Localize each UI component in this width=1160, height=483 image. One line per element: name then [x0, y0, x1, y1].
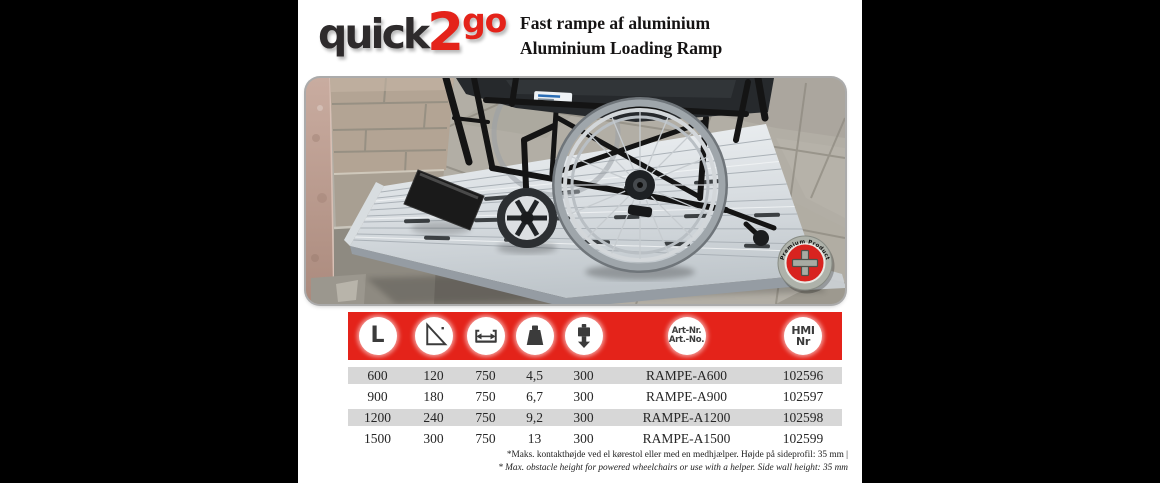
- max-load-icon: [564, 317, 603, 355]
- footnote-english: * Max. obstacle height for powered wheel…: [498, 462, 848, 473]
- spec-table-header: L: [348, 312, 842, 360]
- brand-logo: quick2go: [318, 1, 507, 63]
- table-row: 900 180 750 6,7 300 RAMPE-A900 102597: [348, 388, 842, 405]
- table-cell: 750: [475, 431, 496, 446]
- spec-table: L: [348, 312, 842, 451]
- table-cell: 750: [475, 368, 496, 383]
- table-cell: 13: [527, 431, 542, 446]
- logo-go: go: [462, 1, 507, 40]
- table-cell: 6,7: [526, 389, 543, 404]
- title-danish: Fast rampe af aluminium: [520, 13, 711, 33]
- footnotes: *Maks. kontakthøjde ved el kørestol elle…: [498, 449, 848, 474]
- length-icon: L: [358, 317, 397, 355]
- column-max-load: [558, 317, 609, 355]
- product-photo: Premium Product: [306, 78, 845, 304]
- table-cell: 750: [475, 410, 496, 425]
- table-cell: 600: [367, 368, 388, 383]
- footrest: [403, 169, 485, 231]
- column-art-no: Art-Nr. Art.-No.: [609, 317, 764, 355]
- column-length: L: [348, 317, 407, 355]
- rear-wheel: [552, 97, 728, 273]
- table-cell: 102599: [782, 431, 824, 446]
- spec-table-body: 600 120 750 4,5 300 RAMPE-A600 102596 900 180 750…: [348, 367, 842, 447]
- table-cell: 300: [423, 431, 444, 446]
- logo-quick: quick: [318, 10, 430, 58]
- table-cell: 102596: [782, 368, 824, 383]
- caster-wheel: [497, 188, 557, 248]
- datasheet-page: quick2go Fast rampe af aluminium Alumini…: [298, 0, 862, 483]
- column-hmi-no: HMI Nr: [764, 317, 842, 355]
- stone-post: [306, 78, 334, 304]
- incline-icon: [414, 317, 453, 355]
- table-cell: 300: [573, 431, 594, 446]
- width-icon: [466, 317, 505, 355]
- table-cell: 1200: [364, 410, 391, 425]
- table-cell: 9,2: [526, 410, 543, 425]
- weight-icon: [515, 317, 554, 355]
- table-cell: 240: [423, 410, 444, 425]
- table-cell: 900: [367, 389, 388, 404]
- table-cell: RAMPE-A1500: [642, 431, 731, 446]
- column-width: [460, 317, 511, 355]
- table-cell: RAMPE-A1200: [642, 410, 731, 425]
- logo-2: 2: [427, 2, 464, 63]
- column-height: [407, 317, 460, 355]
- hmi-label: HMI Nr: [784, 317, 822, 355]
- table-cell: 102597: [782, 389, 824, 404]
- table-cell: 120: [423, 368, 444, 383]
- table-cell: 300: [573, 389, 594, 404]
- table-cell: RAMPE-A900: [645, 389, 727, 404]
- title-english: Aluminium Loading Ramp: [520, 38, 723, 58]
- table-cell: 300: [573, 410, 594, 425]
- anti-tip-wheel: [753, 230, 769, 246]
- premium-badge: Premium Product: [777, 235, 835, 294]
- table-row: 600 120 750 4,5 300 RAMPE-A600 102596: [348, 367, 842, 384]
- table-row: 1200 240 750 9,2 300 RAMPE-A1200 102598: [348, 409, 842, 426]
- table-cell: 1500: [364, 431, 391, 446]
- art-no-label: Art-Nr. Art.-No.: [667, 317, 706, 355]
- photo-illustration: Premium Product: [306, 78, 845, 304]
- table-cell: 180: [423, 389, 444, 404]
- table-cell: 300: [573, 368, 594, 383]
- product-titles: Fast rampe af aluminium Aluminium Loadin…: [520, 11, 722, 61]
- table-cell: 750: [475, 389, 496, 404]
- column-weight: [511, 317, 558, 355]
- table-cell: 4,5: [526, 368, 543, 383]
- table-cell: 102598: [782, 410, 824, 425]
- table-row: 1500 300 750 13 300 RAMPE-A1500 102599: [348, 430, 842, 447]
- footnote-danish: *Maks. kontakthøjde ved el kørestol elle…: [506, 450, 848, 460]
- table-cell: RAMPE-A600: [645, 368, 727, 383]
